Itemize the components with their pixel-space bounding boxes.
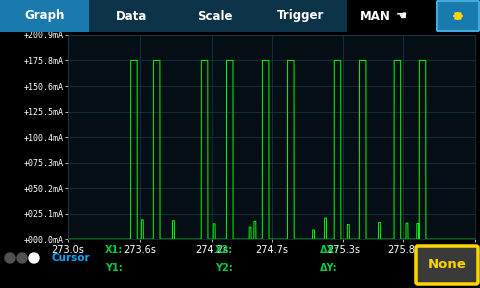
Text: Scale: Scale (197, 10, 232, 22)
Text: MAN: MAN (360, 10, 390, 22)
FancyBboxPatch shape (89, 0, 174, 33)
Circle shape (29, 253, 39, 263)
Text: Data: Data (116, 10, 147, 22)
Text: Y2:: Y2: (215, 263, 233, 273)
Text: Y1:: Y1: (105, 263, 123, 273)
Text: Cursor: Cursor (52, 253, 91, 263)
Text: ΔX:: ΔX: (320, 245, 339, 255)
Text: ☚: ☚ (396, 10, 408, 22)
Circle shape (17, 253, 27, 263)
FancyBboxPatch shape (0, 0, 91, 33)
FancyBboxPatch shape (437, 1, 479, 31)
Text: X1:: X1: (105, 245, 123, 255)
FancyBboxPatch shape (255, 0, 347, 33)
FancyBboxPatch shape (172, 0, 257, 33)
Text: ΔY:: ΔY: (320, 263, 337, 273)
Circle shape (5, 253, 15, 263)
FancyBboxPatch shape (416, 246, 478, 284)
Text: None: None (428, 259, 467, 272)
Text: Graph: Graph (25, 10, 65, 22)
Text: X2:: X2: (215, 245, 233, 255)
Text: Trigger: Trigger (277, 10, 324, 22)
